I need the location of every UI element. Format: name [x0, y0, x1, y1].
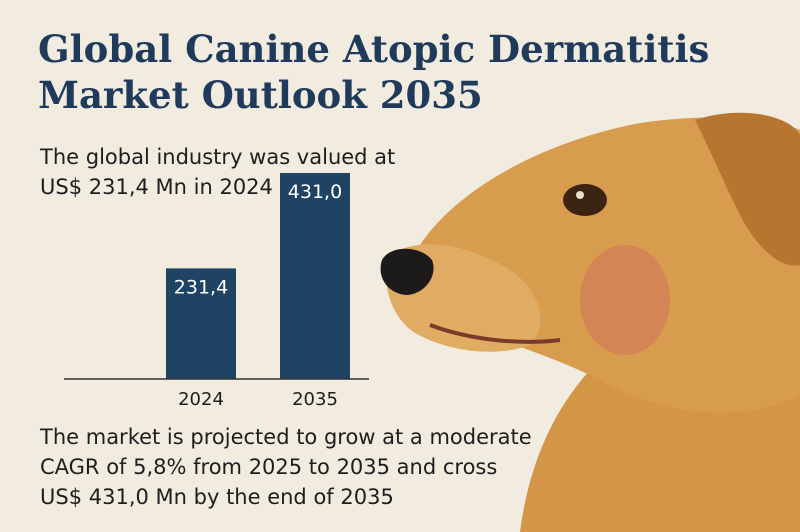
title-line-2: Market Outlook 2035 — [38, 73, 483, 117]
dog-mouth — [429, 323, 561, 344]
dog-rash — [580, 245, 670, 355]
bar-value-label-2024: 231,4 — [174, 276, 228, 298]
bar-2035 — [280, 172, 350, 379]
bar-value-label-2035: 431,0 — [288, 181, 342, 203]
outlook-line-2: CAGR of 5,8% from 2025 to 2035 and cross — [40, 455, 498, 479]
title-line-1: Global Canine Atopic Dermatitis — [38, 27, 710, 71]
intro-line-2: US$ 231,4 Mn in 2024 — [40, 175, 273, 199]
dog-eye — [563, 184, 607, 216]
outlook-line-3: US$ 431,0 Mn by the end of 2035 — [40, 485, 394, 509]
intro-text: The global industry was valued at US$ 23… — [40, 142, 460, 202]
dog-nose — [380, 248, 434, 295]
outlook-line-1: The market is projected to grow at a mod… — [40, 425, 532, 449]
dog-eye-highlight — [576, 191, 584, 199]
bars-group: 231,4 2024 431,0 2035 — [166, 172, 350, 410]
x-tick-label-2024: 2024 — [178, 389, 224, 410]
dog-illustration — [380, 112, 800, 532]
page-title: Global Canine Atopic Dermatitis Market O… — [38, 26, 738, 118]
intro-line-1: The global industry was valued at — [40, 145, 396, 169]
dog-ear — [695, 112, 800, 266]
outlook-text: The market is projected to grow at a mod… — [40, 422, 580, 512]
bar-2024 — [166, 268, 236, 379]
x-tick-label-2035: 2035 — [292, 389, 338, 410]
